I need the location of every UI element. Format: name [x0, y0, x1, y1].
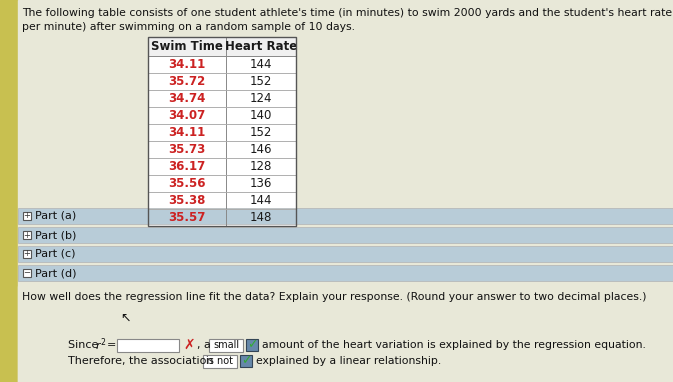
Bar: [148, 37, 296, 56]
Text: 152: 152: [250, 75, 272, 88]
Text: 34.11: 34.11: [168, 126, 206, 139]
Bar: [209, 338, 243, 351]
Text: ↖: ↖: [120, 312, 131, 325]
Text: 144: 144: [250, 194, 273, 207]
Bar: [18, 286, 673, 382]
Bar: [240, 355, 252, 367]
Text: , a: , a: [197, 340, 211, 350]
Bar: [148, 37, 296, 226]
Bar: [18, 227, 673, 243]
Text: 148: 148: [250, 211, 272, 224]
Text: Part (c): Part (c): [35, 249, 75, 259]
Text: Heart Rate: Heart Rate: [225, 40, 297, 53]
Text: explained by a linear relationship.: explained by a linear relationship.: [256, 356, 441, 366]
Text: 35.38: 35.38: [168, 194, 206, 207]
Text: 140: 140: [250, 109, 272, 122]
Bar: [23, 231, 31, 239]
Text: is not: is not: [207, 356, 234, 366]
Text: 35.57: 35.57: [168, 211, 206, 224]
Text: 35.56: 35.56: [168, 177, 206, 190]
Text: The following table consists of one student athlete's time (in minutes) to swim : The following table consists of one stud…: [22, 8, 673, 18]
Text: 34.74: 34.74: [168, 92, 206, 105]
Text: 146: 146: [250, 143, 273, 156]
Text: ✓: ✓: [241, 354, 251, 367]
Bar: [18, 246, 673, 262]
Text: −: −: [24, 269, 30, 277]
Text: 128: 128: [250, 160, 272, 173]
Text: Part (d): Part (d): [35, 268, 77, 278]
Text: Part (a): Part (a): [35, 211, 76, 221]
Text: +: +: [24, 212, 30, 220]
Text: How well does the regression line fit the data? Explain your response. (Round yo: How well does the regression line fit th…: [22, 292, 647, 302]
Text: amount of the heart variation is explained by the regression equation.: amount of the heart variation is explain…: [262, 340, 646, 350]
Bar: [23, 269, 31, 277]
Text: 34.07: 34.07: [168, 109, 206, 122]
Text: Part (b): Part (b): [35, 230, 76, 240]
Text: 152: 152: [250, 126, 272, 139]
Bar: [203, 354, 237, 367]
Bar: [117, 338, 179, 351]
Text: Therefore, the association: Therefore, the association: [68, 356, 213, 366]
Text: ✓: ✓: [247, 338, 257, 351]
Text: 136: 136: [250, 177, 272, 190]
Bar: [246, 339, 258, 351]
Bar: [148, 37, 296, 226]
Text: per minute) after swimming on a random sample of 10 days.: per minute) after swimming on a random s…: [22, 22, 355, 32]
Text: Since: Since: [68, 340, 102, 350]
Bar: [0, 0, 18, 382]
Text: Swim Time: Swim Time: [151, 40, 223, 53]
Text: 35.73: 35.73: [168, 143, 206, 156]
Text: 144: 144: [250, 58, 273, 71]
Text: 36.17: 36.17: [168, 160, 206, 173]
Text: 35.72: 35.72: [168, 75, 206, 88]
Text: 34.11: 34.11: [168, 58, 206, 71]
Bar: [23, 212, 31, 220]
Bar: [18, 265, 673, 281]
Text: $r^2$: $r^2$: [95, 337, 106, 353]
Text: 124: 124: [250, 92, 273, 105]
Text: small: small: [213, 340, 239, 350]
Bar: [23, 250, 31, 258]
Text: ✗: ✗: [183, 338, 194, 352]
Text: +: +: [24, 230, 30, 240]
Text: +: +: [24, 249, 30, 259]
Bar: [18, 208, 673, 224]
Text: =: =: [107, 340, 116, 350]
